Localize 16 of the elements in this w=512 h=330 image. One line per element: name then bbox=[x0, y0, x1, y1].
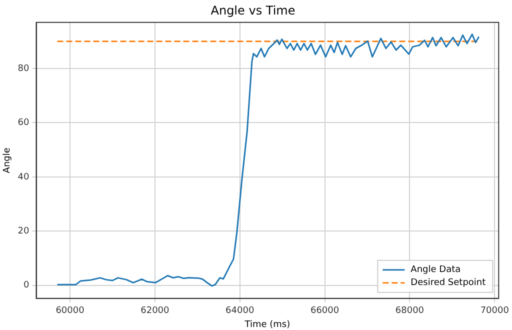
y-tick-label: 40 bbox=[18, 172, 30, 182]
x-axis-title: Time (ms) bbox=[244, 320, 290, 330]
y-tick-label: 20 bbox=[18, 226, 30, 237]
y-tick-label: 0 bbox=[24, 280, 30, 291]
x-tick-label: 66000 bbox=[310, 306, 340, 316]
chart-title: Angle vs Time bbox=[210, 3, 296, 18]
x-tick-label: 62000 bbox=[140, 306, 170, 316]
x-tick-label: 68000 bbox=[395, 306, 424, 316]
x-tick-label: 64000 bbox=[226, 306, 254, 316]
legend-label: Desired Setpoint bbox=[410, 278, 486, 288]
x-tick-label: 60000 bbox=[56, 306, 85, 316]
y-axis-title: Angle bbox=[2, 147, 13, 174]
y-tick-label: 60 bbox=[18, 118, 30, 128]
y-tick-label: 80 bbox=[18, 64, 30, 74]
x-tick-label: 70000 bbox=[480, 306, 510, 316]
legend-label: Angle Data bbox=[410, 265, 461, 276]
